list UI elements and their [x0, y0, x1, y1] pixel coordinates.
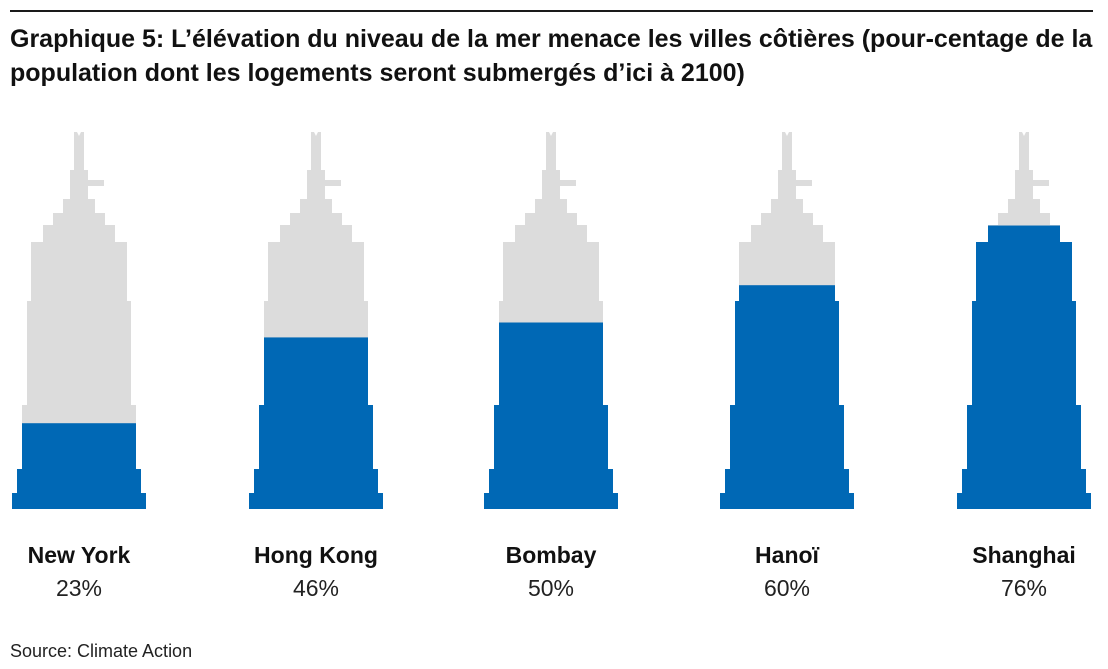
value-label: 50% [528, 575, 574, 601]
skyscraper-chart: New York 23% Hong Kong 46% Bombay 50% Hanoï 60%… [12, 132, 1091, 601]
source-note: Source: Climate Action [10, 641, 193, 661]
spire-detail [321, 180, 341, 186]
bar-fill [957, 225, 1091, 509]
value-label: 76% [1001, 575, 1047, 601]
building-silhouette [12, 132, 146, 509]
spire-detail [84, 180, 104, 186]
chart-title: Graphique 5: L’élévation du niveau de la… [10, 25, 1093, 87]
bar-fill [720, 285, 854, 509]
spire-detail [556, 180, 576, 186]
bar-fill [249, 337, 383, 509]
spire-detail [792, 180, 812, 186]
category-label: Bombay [506, 542, 597, 568]
top-rule [10, 10, 1093, 12]
category-label: Hong Kong [254, 542, 378, 568]
value-label: 23% [56, 575, 102, 601]
bar-fill [484, 322, 618, 509]
value-label: 46% [293, 575, 339, 601]
bar-fill [12, 423, 146, 509]
spire-detail [1029, 180, 1049, 186]
bars-group: New York 23% Hong Kong 46% Bombay 50% Hanoï 60%… [12, 132, 1091, 601]
category-label: New York [28, 542, 131, 568]
value-label: 60% [764, 575, 810, 601]
category-label: Hanoï [755, 542, 820, 568]
category-label: Shanghai [972, 542, 1076, 568]
